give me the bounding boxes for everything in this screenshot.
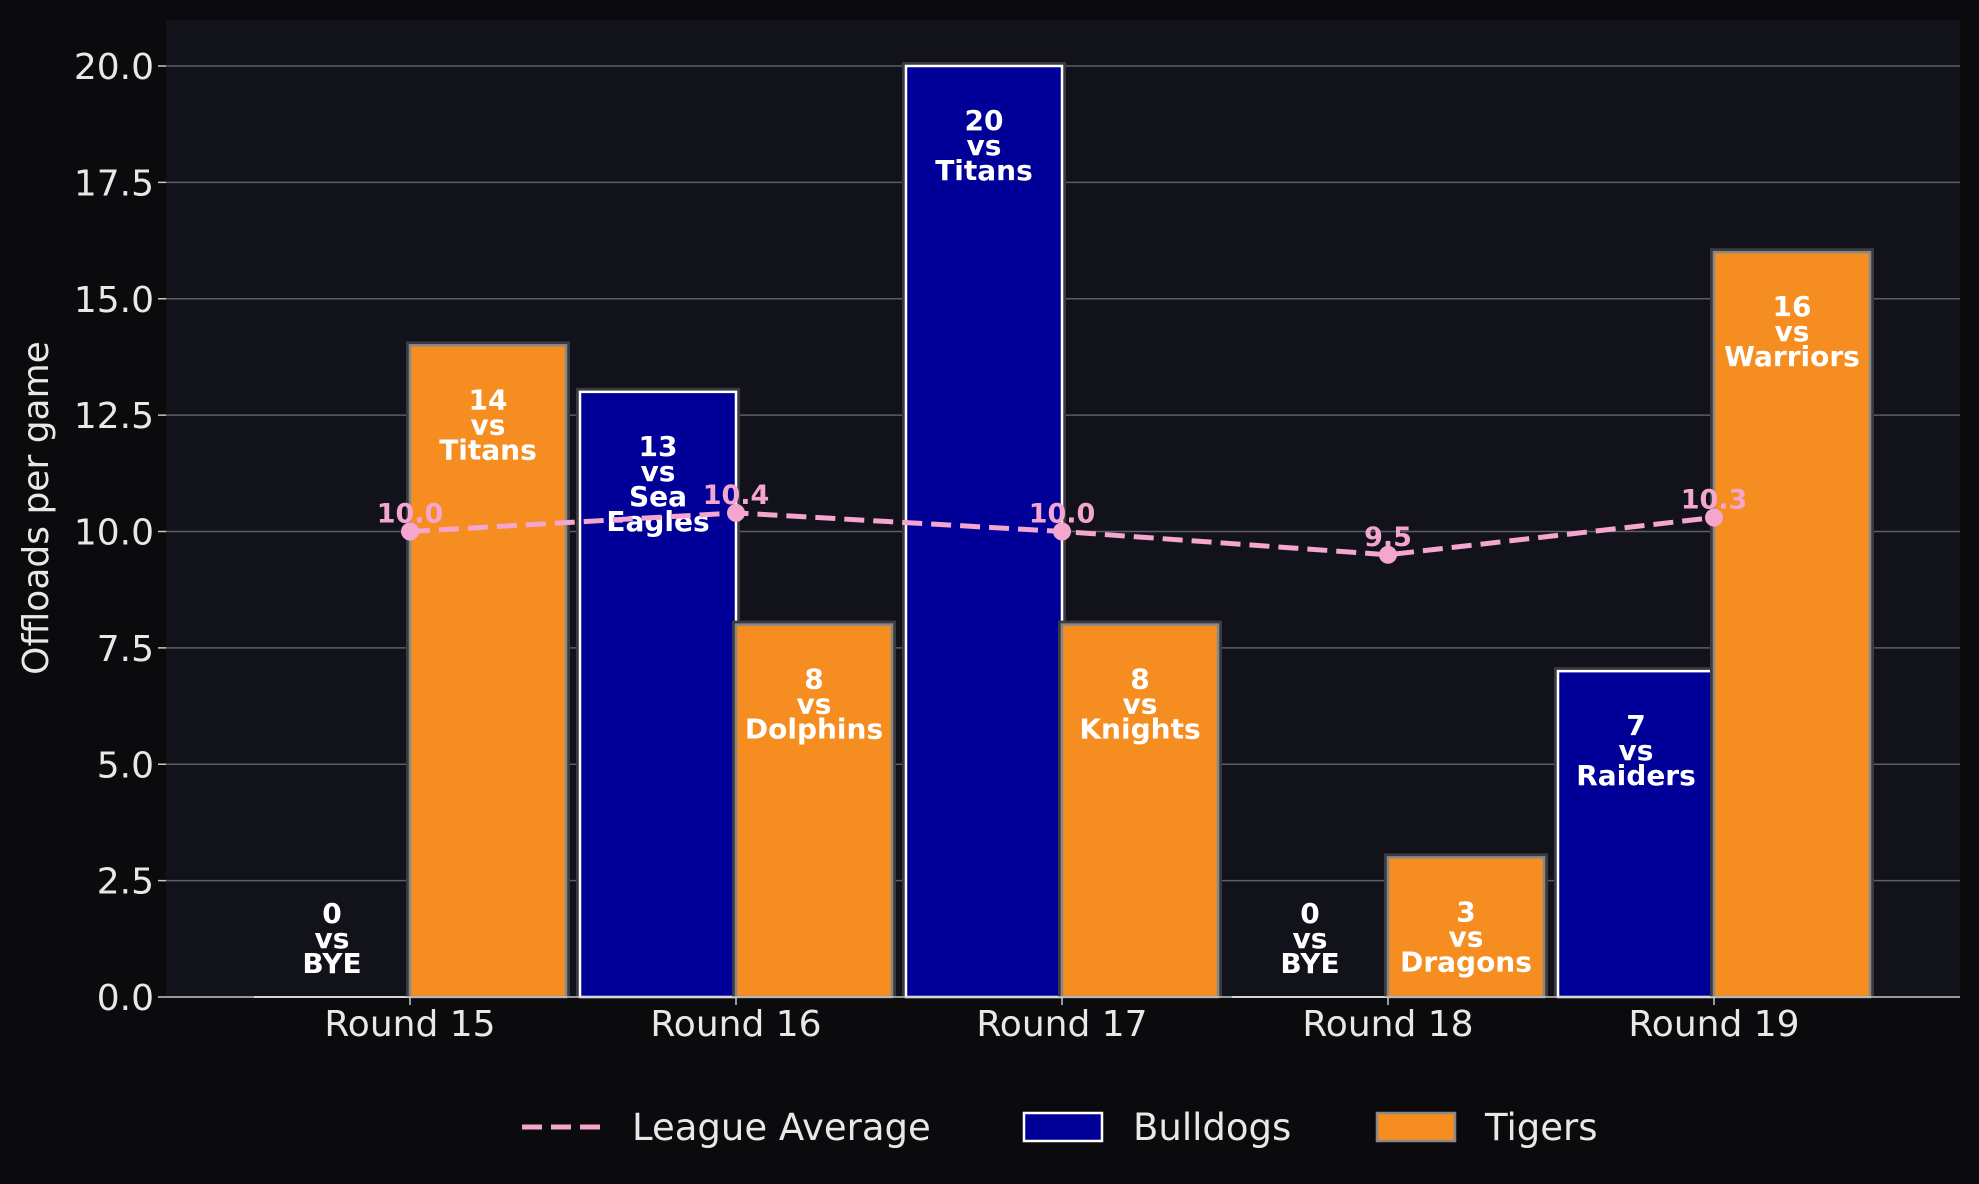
league-average-value-label: 10.0 (1029, 499, 1096, 530)
y-tick-label: 10.0 (74, 513, 154, 554)
bar-value-label: Titans (439, 433, 537, 466)
y-tick-label: 20.0 (74, 47, 154, 88)
bar-bulldogs (578, 390, 738, 999)
bar-value-label: vs (1449, 920, 1484, 953)
bar-value-label: 0 (322, 897, 341, 930)
y-tick-label: 5.0 (97, 745, 154, 786)
x-tick-label: Round 19 (1628, 1004, 1799, 1045)
bar-tigers (734, 623, 894, 999)
bar-tigers (408, 344, 568, 999)
bar-value-label: Warriors (1724, 340, 1860, 373)
bar-tigers (1060, 623, 1220, 999)
y-axis-title: Offloads per game (16, 341, 57, 675)
bar-value-label: Sea (629, 480, 687, 513)
bar-value-label: BYE (302, 947, 361, 980)
bar-bulldogs (904, 64, 1064, 999)
league-average-point (401, 522, 419, 541)
bar-value-label: BYE (1280, 947, 1339, 980)
y-tick-label: 7.5 (97, 629, 154, 670)
league-average-point (1053, 522, 1071, 541)
y-axis-ticks: 0.0 2.5 5.0 7.5 10.0 12.5 15.0 17.5 20.0 (74, 47, 166, 1019)
legend-label-bulldogs: Bulldogs (1133, 1106, 1291, 1149)
bar-value-label: vs (1293, 922, 1328, 955)
bar-value-label: 8 (804, 663, 823, 696)
y-tick-label: 12.5 (74, 396, 154, 437)
y-tick-label: 15.0 (74, 280, 154, 321)
bar-value-label: 3 (1456, 895, 1475, 928)
legend: League Average Bulldogs Tigers (522, 1106, 1597, 1149)
bar-value-label: 14 (469, 383, 508, 416)
league-average-point (1379, 545, 1397, 564)
bar-value-label: 0 (1300, 897, 1319, 930)
bar-value-label: 16 (1773, 290, 1812, 323)
league-average-point (1705, 508, 1723, 527)
bar-value-label: vs (1123, 688, 1158, 721)
y-tick-label: 17.5 (74, 163, 154, 204)
league-average-point (727, 503, 745, 522)
bar-value-label: Titans (935, 154, 1033, 187)
y-tick-label: 0.0 (97, 978, 154, 1019)
x-tick-label: Round 18 (1302, 1004, 1473, 1045)
bar-value-label: Dolphins (745, 713, 883, 746)
league-average-value-label: 10.0 (377, 499, 444, 530)
legend-swatch-tigers (1375, 1111, 1457, 1143)
bar-value-label: vs (1619, 734, 1654, 767)
bar-value-label: Raiders (1576, 759, 1696, 792)
bar-value-label: vs (641, 455, 676, 488)
y-tick-label: 2.5 (97, 862, 154, 903)
bar-tigers (1386, 856, 1546, 999)
bar-value-label: 20 (965, 104, 1004, 137)
legend-label-league-average: League Average (632, 1106, 931, 1149)
x-axis-ticks: Round 15 Round 16 Round 17 Round 18 Round 19 (324, 997, 1800, 1045)
x-tick-label: Round 17 (976, 1004, 1147, 1045)
league-average-value-label: 10.4 (703, 480, 770, 511)
league-average-line: 10.0 10.4 10.0 9.5 10.3 (377, 480, 1748, 564)
bar-value-label: Dragons (1400, 945, 1532, 978)
bar-value-label: 7 (1626, 709, 1645, 742)
x-tick-label: Round 15 (324, 1004, 495, 1045)
league-average-value-label: 9.5 (1364, 522, 1412, 553)
legend-swatch-bulldogs (1022, 1111, 1104, 1143)
bar-value-label: vs (471, 408, 506, 441)
league-average-value-label: 10.3 (1681, 485, 1748, 516)
bar-value-label: vs (967, 129, 1002, 162)
bar-value-label: vs (1775, 315, 1810, 348)
bar-value-label: 13 (639, 430, 678, 463)
bar-value-label: vs (315, 922, 350, 955)
bar-value-label: Knights (1079, 713, 1200, 746)
bar-value-label: vs (797, 688, 832, 721)
x-tick-label: Round 16 (650, 1004, 821, 1045)
legend-label-tigers: Tigers (1484, 1106, 1597, 1149)
bar-value-label: 8 (1130, 663, 1149, 696)
